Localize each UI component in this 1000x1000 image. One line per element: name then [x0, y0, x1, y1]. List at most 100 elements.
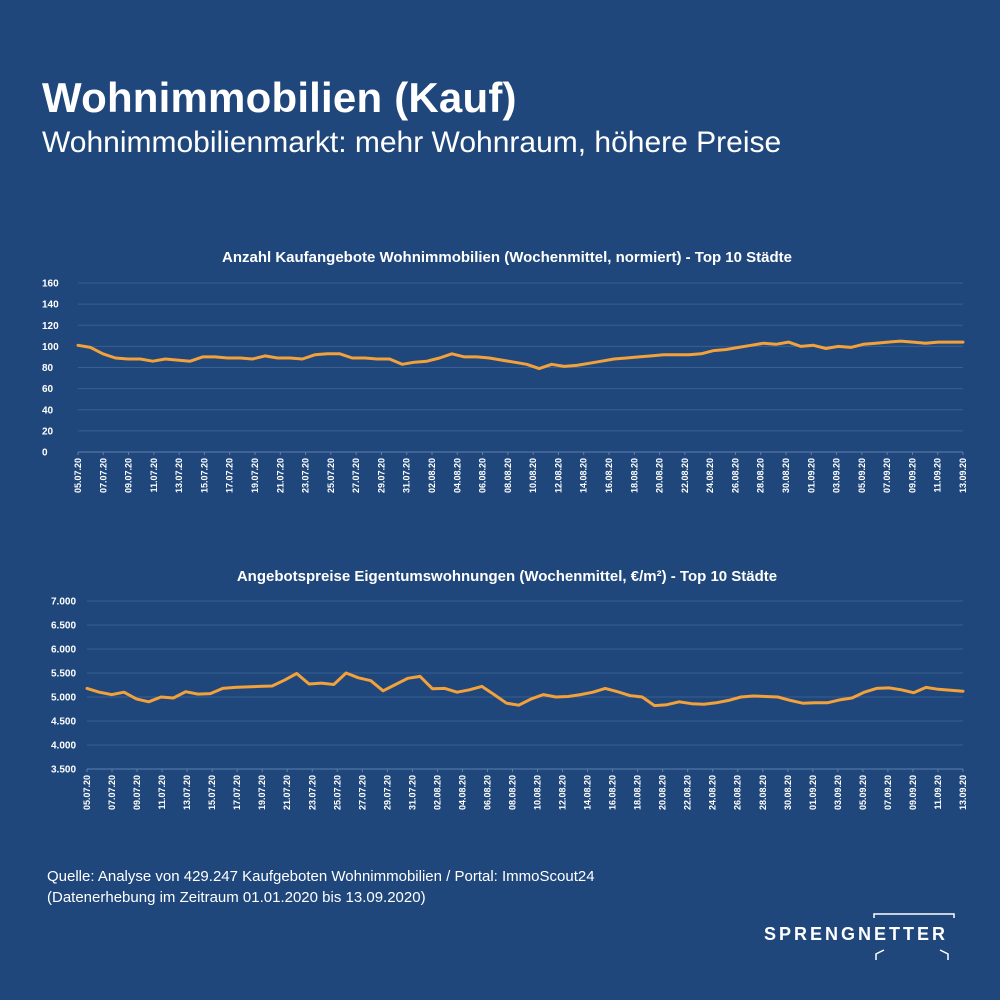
x-tick-label: 13.09.20	[958, 458, 968, 493]
logo-text: SPRENGNETTER	[764, 924, 949, 944]
data-point	[110, 693, 113, 696]
data-point	[837, 345, 840, 348]
data-point	[702, 703, 706, 706]
x-tick-label: 19.07.20	[257, 775, 267, 810]
data-point	[863, 691, 866, 694]
data-point	[715, 701, 718, 704]
data-point	[911, 340, 915, 344]
data-point	[727, 699, 730, 702]
data-point	[172, 696, 175, 700]
data-point	[251, 357, 254, 361]
source-line-2: (Datenerhebung im Zeitraum 01.01.2020 bi…	[47, 889, 426, 906]
data-point	[838, 698, 841, 702]
x-tick-label: 21.07.20	[282, 775, 292, 810]
x-tick-label: 26.08.20	[730, 458, 740, 493]
data-point	[749, 344, 753, 347]
data-point	[338, 352, 341, 355]
x-tick-label: 04.08.20	[457, 775, 467, 810]
data-point	[813, 701, 817, 704]
listings-line-chart: Anzahl Kaufangebote Wohnimmobilien (Woch…	[42, 249, 968, 493]
x-tick-label: 15.07.20	[207, 775, 217, 810]
data-point	[122, 691, 126, 694]
data-point	[114, 356, 117, 360]
data-point	[388, 357, 391, 361]
chart-title: Anzahl Kaufangebote Wohnimmobilien (Woch…	[222, 249, 792, 266]
data-point	[650, 354, 653, 358]
data-point	[438, 356, 441, 360]
data-point	[812, 344, 815, 347]
x-tick-label: 01.09.20	[806, 458, 816, 493]
x-tick-label: 29.07.20	[376, 458, 386, 493]
x-tick-label: 28.08.20	[756, 458, 766, 493]
data-point	[381, 689, 385, 692]
data-point	[283, 679, 286, 682]
data-point	[221, 687, 224, 690]
data-point	[443, 687, 447, 690]
data-point	[369, 679, 372, 682]
data-point	[874, 342, 877, 345]
data-point	[500, 358, 504, 362]
x-tick-label: 30.08.20	[781, 458, 791, 493]
x-tick-label: 16.08.20	[604, 458, 614, 493]
x-tick-label: 08.08.20	[507, 775, 517, 810]
data-point	[139, 357, 142, 361]
data-point	[875, 687, 878, 690]
y-tick-label: 7.000	[51, 597, 76, 608]
data-point	[400, 363, 404, 366]
x-tick-label: 08.08.20	[503, 458, 513, 493]
data-point	[505, 702, 508, 705]
logo-bracket-icon	[873, 913, 955, 960]
x-tick-label: 09.09.20	[908, 775, 918, 810]
x-tick-label: 05.07.20	[82, 775, 92, 810]
data-point	[675, 353, 678, 357]
data-point	[949, 689, 952, 692]
data-point	[862, 343, 865, 346]
x-tick-label: 14.08.20	[579, 458, 589, 493]
data-point	[492, 693, 496, 696]
data-point	[924, 686, 928, 689]
data-point	[85, 687, 89, 690]
data-point	[147, 700, 150, 703]
data-point	[537, 367, 541, 370]
x-tick-label: 29.07.20	[382, 775, 392, 810]
x-tick-label: 01.09.20	[808, 775, 818, 810]
data-point	[375, 357, 379, 361]
x-tick-label: 11.07.20	[157, 775, 167, 810]
data-point	[209, 692, 212, 695]
y-tick-label: 100	[42, 342, 59, 353]
data-point	[542, 693, 545, 696]
data-point	[562, 365, 566, 368]
data-point	[566, 695, 570, 698]
data-point	[724, 348, 728, 351]
data-point	[662, 353, 666, 357]
data-point	[961, 340, 965, 344]
x-tick-label: 21.07.20	[275, 458, 285, 493]
data-point	[887, 686, 891, 690]
data-point	[687, 353, 690, 357]
y-tick-label: 40	[42, 405, 54, 416]
data-point	[480, 685, 484, 688]
data-point	[849, 346, 853, 349]
y-tick-label: 4.000	[51, 741, 76, 752]
data-point	[774, 343, 778, 346]
x-tick-label: 09.07.20	[132, 775, 142, 810]
x-tick-label: 06.08.20	[478, 458, 488, 493]
data-point	[288, 356, 292, 360]
y-tick-label: 4.500	[51, 717, 76, 728]
x-tick-label: 27.07.20	[357, 775, 367, 810]
data-point	[600, 359, 603, 363]
x-tick-label: 19.07.20	[250, 458, 260, 493]
data-point	[196, 692, 200, 696]
data-point	[159, 695, 163, 699]
data-point	[616, 690, 619, 693]
data-point	[653, 704, 656, 707]
data-point	[151, 359, 154, 363]
data-point	[764, 695, 767, 698]
x-tick-label: 30.08.20	[783, 775, 793, 810]
x-tick-label: 10.08.20	[533, 775, 543, 810]
data-point	[824, 347, 828, 350]
data-point	[739, 695, 743, 699]
x-tick-label: 07.07.20	[98, 458, 108, 493]
x-tick-label: 22.08.20	[680, 458, 690, 493]
data-point	[850, 696, 854, 700]
